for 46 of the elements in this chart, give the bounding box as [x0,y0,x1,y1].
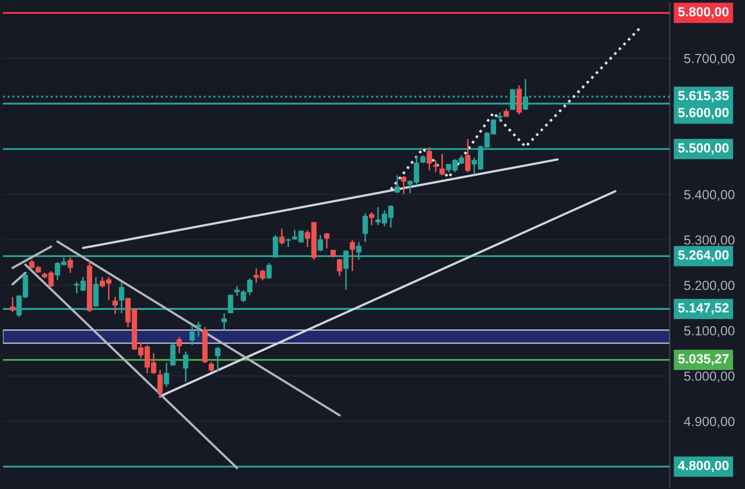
ref-line-label: 5.147,52 [678,303,729,314]
candlestick [286,238,291,248]
candlestick [266,262,272,280]
y-tick-label: 5.400,00 [684,190,734,201]
ref-line-label: 5.035,27 [678,354,729,366]
candlestick [164,362,170,388]
ref-line-label: 5.800,00 [678,7,729,18]
candlestick [465,138,470,173]
line-series [390,26,642,191]
candlestick [183,351,188,382]
candlestick [68,256,73,274]
candlestick [112,296,118,315]
candlestick [433,160,438,173]
candlestick [368,211,374,226]
candlestick [324,232,330,250]
candlestick [208,361,214,372]
candlestick [222,312,227,331]
y-tick-label: 5.000,00 [684,371,734,382]
candlestick [394,174,400,194]
ref-line-label: 5.500,00 [678,143,729,154]
ref-line-label: 4.800,00 [678,460,729,472]
candlestick [350,240,356,272]
candlestick [189,324,195,346]
candlestick [401,176,406,195]
ref-line-label: 5.615,35 [678,90,729,102]
candlestick [362,212,368,243]
y-tick-label: 5.700,00 [684,54,734,65]
y-tick-label: 5.100,00 [684,326,734,337]
candlestick [336,258,342,277]
y-tick-label: 5.300,00 [684,235,734,246]
ref-line-label: 5.600,00 [678,108,729,120]
candlestick [516,84,522,116]
candlestick [426,146,432,172]
candlestick [157,369,163,399]
candlestick [196,321,202,338]
y-tick-label: 4.900,00 [684,416,734,428]
candlestick [10,296,16,313]
ref-line-label: 5.264,00 [678,250,729,262]
candlestick [279,228,285,246]
candlestick [170,342,176,367]
candlestick [497,112,503,122]
y-tick-label: 5.200,00 [684,280,734,292]
candlestick [176,336,182,354]
candlestick [318,234,323,252]
candlestick [215,346,220,372]
candlestick [439,153,445,176]
